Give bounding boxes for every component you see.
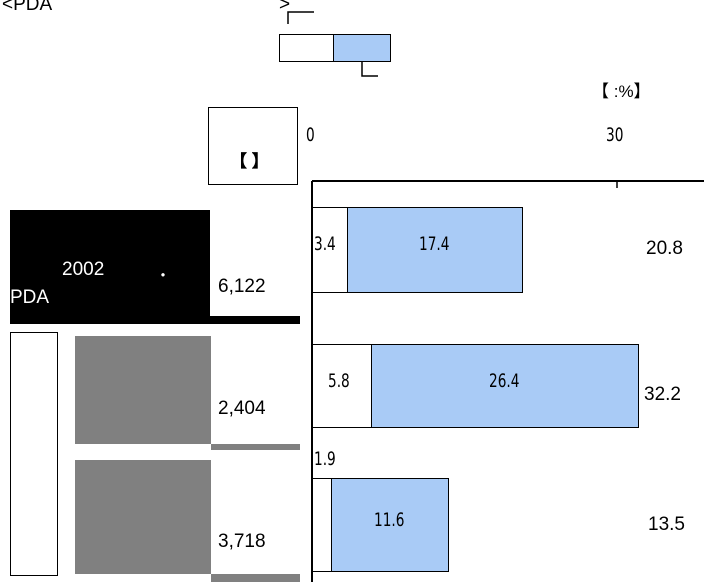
- category-label-year: 2002: [62, 259, 105, 280]
- category-label-pda: PDA: [10, 287, 50, 308]
- total-label: 32.2: [644, 384, 681, 405]
- data-label: 5.8: [328, 370, 350, 392]
- chart-title-right: >: [279, 0, 291, 15]
- bar-segment-blue: [346, 207, 524, 293]
- category-underline-row3: [211, 574, 300, 582]
- category-underline-row2: [211, 444, 300, 450]
- legend-swatch-white: [279, 34, 335, 62]
- data-label: 11.6: [374, 509, 405, 531]
- bar-segment-white: [312, 478, 333, 572]
- data-label: 26.4: [489, 370, 520, 392]
- total-label: 13.5: [648, 514, 685, 535]
- data-label: 17.4: [419, 233, 450, 255]
- sample-header-box: [208, 107, 298, 185]
- sample-count: 2,404: [218, 398, 266, 419]
- chart-title-left: <PDA: [2, 0, 53, 15]
- category-label-dot: ・: [155, 268, 172, 285]
- sample-header-label: 【 】: [230, 152, 269, 171]
- sample-count: 6,122: [218, 276, 266, 297]
- bar-segment-blue: [331, 478, 450, 572]
- sample-count: 3,718: [218, 531, 266, 552]
- category-block-2002-pda: [10, 210, 210, 322]
- x-tick-label: 0: [306, 124, 315, 146]
- total-label: 20.8: [646, 238, 683, 259]
- unit-label: 【 :%】: [592, 82, 651, 101]
- category-block-row3: [75, 460, 211, 574]
- bar-segment-white: [312, 344, 373, 428]
- legend-swatch-blue: [333, 34, 391, 62]
- bar-segment-blue: [370, 344, 640, 428]
- group-bracket: [10, 332, 58, 576]
- category-underline-2002-pda: [10, 316, 300, 324]
- data-label: 3.4: [314, 233, 336, 255]
- bar-segment-white: [312, 207, 349, 293]
- data-label: 1.9: [314, 448, 336, 470]
- category-block-row2: [75, 336, 211, 444]
- x-tick-label: 30: [606, 124, 624, 146]
